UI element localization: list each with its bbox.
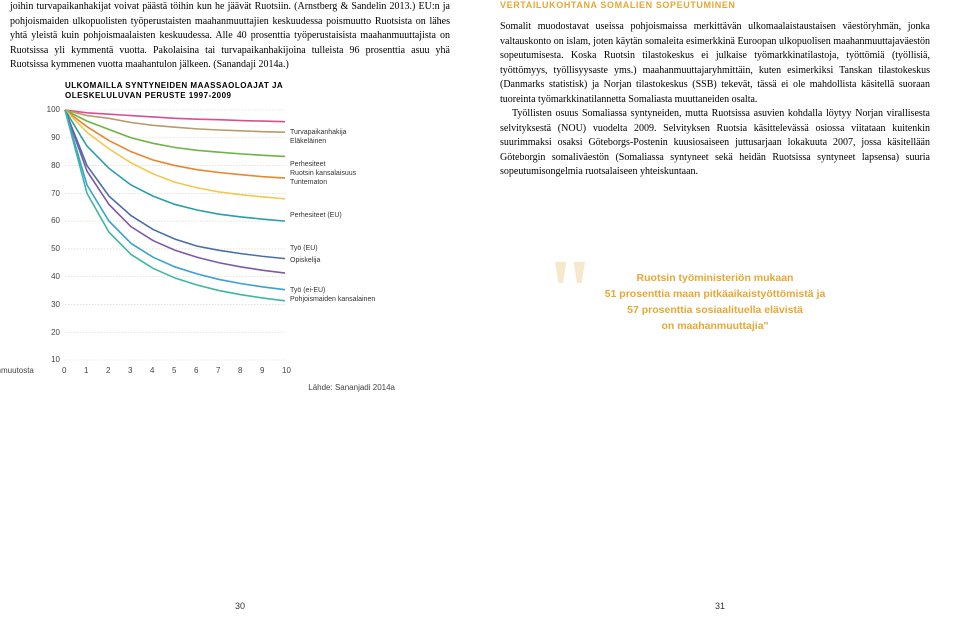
y-tick: 80 <box>42 161 60 170</box>
y-tick: 50 <box>42 244 60 253</box>
pullquote: " Ruotsin työministeriön mukaan 51 prose… <box>500 270 930 335</box>
x-tick: 9 <box>260 366 264 375</box>
y-tick: 40 <box>42 272 60 281</box>
chart: 100 90 80 70 60 50 40 30 20 10 0 1 2 3 4 5 6 7 8 9 10 Turva… <box>10 105 450 405</box>
x-tick: 10 <box>282 366 291 375</box>
y-tick: 10 <box>42 355 60 364</box>
y-tick: 20 <box>42 328 60 337</box>
x-tick: 3 <box>128 366 132 375</box>
series-label: Turvapaikanhakija <box>290 129 347 137</box>
y-tick: 30 <box>42 300 60 309</box>
left-column: joihin turvapaikanhakijat voivat päästä … <box>0 0 480 626</box>
series-label: Ruotsin kansalaisuus <box>290 170 356 178</box>
x-tick: 8 <box>238 366 242 375</box>
series-label: Tuntematon <box>290 179 327 187</box>
x-tick: 0 <box>62 366 66 375</box>
x-tick: 1 <box>84 366 88 375</box>
series-label: Opiskelija <box>290 257 320 265</box>
series-label: Pohjoismaiden kansalainen <box>290 296 375 304</box>
right-column: VERTAILUKOHTANA SOMALIEN SOPEUTUMINEN So… <box>480 0 960 626</box>
section-heading: VERTAILUKOHTANA SOMALIEN SOPEUTUMINEN <box>500 0 930 10</box>
y-tick: 70 <box>42 189 60 198</box>
chart-source: Lähde: Sananjadi 2014a <box>308 383 395 392</box>
chart-title: ULKOMAILLA SYNTYNEIDEN MAASSAOLOAJAT JA … <box>65 81 450 102</box>
x-tick: 6 <box>194 366 198 375</box>
series-label: Perhesiteet <box>290 161 325 169</box>
right-body-text: Somalit muodostavat useissa pohjoismaiss… <box>500 20 930 180</box>
x-tick: 2 <box>106 366 110 375</box>
x-tick: 5 <box>172 366 176 375</box>
page-number-right: 31 <box>715 601 725 611</box>
series-label: Perhesiteet (EU) <box>290 212 342 220</box>
series-label: Eläkeläinen <box>290 138 326 146</box>
y-tick: 90 <box>42 133 60 142</box>
series-label: Työ (EU) <box>290 245 318 253</box>
x-tick: 7 <box>216 366 220 375</box>
series-label: Työ (ei-EU) <box>290 287 325 295</box>
page-number-left: 30 <box>235 601 245 611</box>
y-tick: 100 <box>42 105 60 114</box>
x-tick: 4 <box>150 366 154 375</box>
x-axis-label: Vuotta maahanmuutosta <box>0 366 37 375</box>
left-body-text: joihin turvapaikanhakijat voivat päästä … <box>10 0 450 73</box>
y-tick: 60 <box>42 216 60 225</box>
